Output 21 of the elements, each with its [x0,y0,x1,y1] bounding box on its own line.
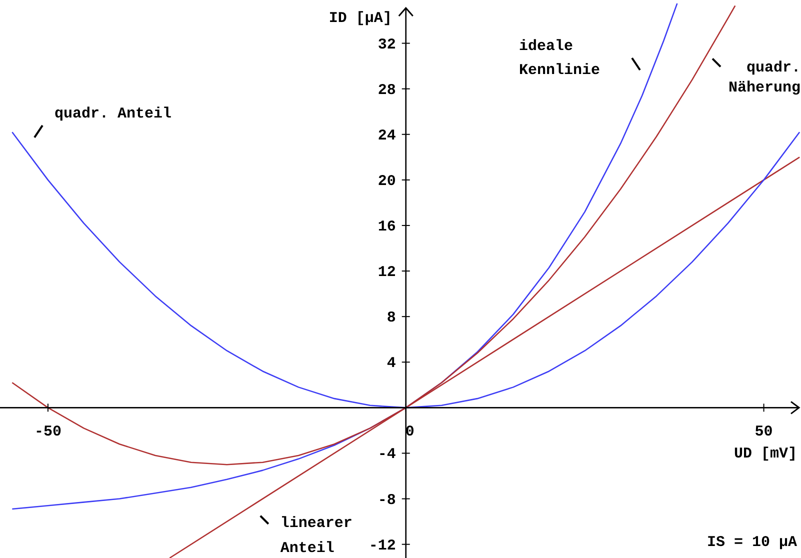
x-axis-title: UD [mV] [734,446,797,463]
x-tick-label: 50 [754,424,773,441]
y-axis-title: ID [μA] [328,10,392,27]
annotation: linearer Anteil [280,514,352,557]
y-tick-label: 24 [378,127,396,144]
y-tick-label: -4 [378,446,396,464]
annotation: quadr. Näherung [728,60,801,97]
annotation: ideale Kennlinie [519,38,600,79]
y-tick-label: 8 [386,310,396,327]
y-tick-label: 4 [386,355,396,372]
y-tick-label: 28 [378,82,396,99]
y-tick-label: -8 [378,492,396,509]
y-tick-label: -12 [368,537,396,554]
x-tick-label: -50 [34,424,62,441]
annotation: quadr. Anteil [54,105,172,122]
y-tick-label: 32 [378,36,396,54]
annotation: IS = 10 μA [706,534,797,551]
y-tick-label: 20 [378,172,396,190]
x-tick-label: 0 [405,424,414,441]
y-tick-label: 12 [378,264,396,282]
y-tick-label: 16 [378,218,396,236]
